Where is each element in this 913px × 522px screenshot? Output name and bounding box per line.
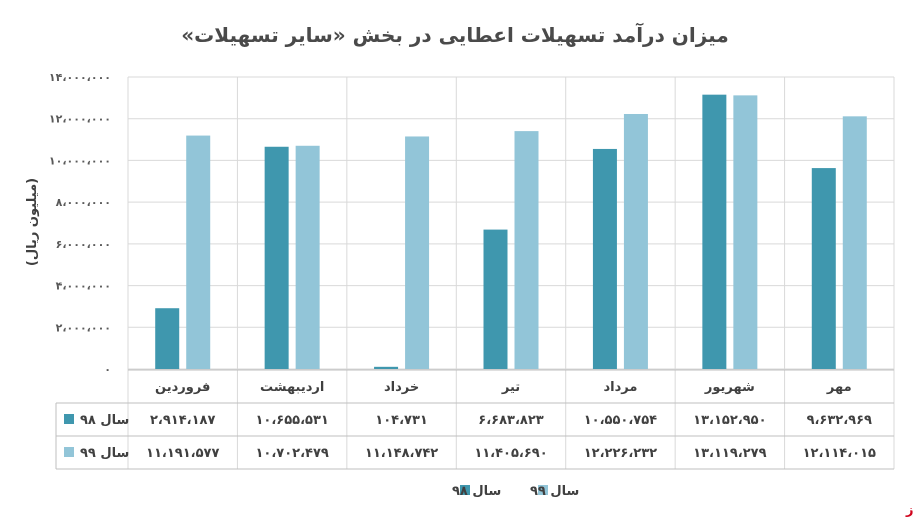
bar-series98 — [483, 229, 508, 369]
chart-title: میزان درآمد تسهیلات اعطایی در بخش «سایر … — [181, 22, 728, 47]
y-tick-label: ۴،۰۰۰،۰۰۰ — [56, 280, 111, 293]
category-label: فروردین — [155, 380, 210, 395]
legend-swatch — [538, 485, 548, 495]
y-tick-label: ۱۴،۰۰۰،۰۰۰ — [49, 71, 111, 84]
y-tick-label: ۶،۰۰۰،۰۰۰ — [56, 238, 111, 251]
bar-series99 — [514, 131, 539, 369]
data-label: ۱۱،۱۴۸،۷۴۲ — [365, 446, 438, 461]
bar-series99 — [405, 136, 430, 369]
row-legend-label: سال ۹۹ — [80, 446, 129, 461]
bar-series98 — [702, 94, 727, 369]
data-table: فروردین ۲،۹۱۴،۱۸۷ ۱۱،۱۹۱،۵۷۷ اردیبهشت ۱۰،۶۵۵… — [55, 369, 894, 470]
legend-label: سال ۹۹ — [530, 484, 579, 499]
row-legend-swatch — [64, 414, 74, 424]
legend-swatch — [460, 485, 470, 495]
data-label: ۱۰،۷۰۲،۴۷۹ — [255, 446, 328, 461]
data-label: ۱۱،۱۹۱،۵۷۷ — [146, 446, 219, 461]
data-label: ۲،۹۱۴،۱۸۷ — [150, 413, 215, 428]
data-label: ۱۰۴،۷۳۱ — [375, 413, 428, 428]
bar-series99 — [186, 135, 211, 369]
legend: سال ۹۹ سال ۹۸ — [452, 484, 579, 499]
y-tick-label: ۰ — [104, 363, 111, 376]
category-label: شهریور — [704, 380, 755, 395]
gridlines — [127, 76, 895, 469]
bar-series99 — [842, 116, 867, 369]
data-label: ۱۳،۱۵۲،۹۵۰ — [693, 413, 766, 428]
category-label: مرداد — [603, 380, 637, 395]
y-tick-label: ۱۰،۰۰۰،۰۰۰ — [49, 154, 111, 167]
bar-series99 — [733, 95, 758, 369]
y-tick-label: ۲،۰۰۰،۰۰۰ — [56, 321, 111, 334]
bar-series98 — [811, 168, 836, 369]
category-label: مهر — [826, 380, 852, 395]
bar-series98 — [155, 308, 180, 369]
category-label: تیر — [501, 380, 520, 395]
bar-series98 — [592, 148, 617, 369]
y-tick-label: ۱۲،۰۰۰،۰۰۰ — [49, 113, 111, 126]
bar-series99 — [295, 145, 320, 369]
data-label: ۱۱،۴۰۵،۶۹۰ — [474, 446, 547, 461]
bar-series98 — [264, 146, 289, 369]
legend-label: سال ۹۸ — [452, 484, 501, 499]
bar-series98 — [374, 366, 399, 369]
data-label: ۱۰،۵۵۰،۷۵۴ — [584, 413, 657, 428]
data-label: ۱۲،۲۲۶،۲۳۲ — [584, 446, 657, 461]
brand-label: بورس نیوز — [905, 503, 913, 518]
data-label: ۱۳،۱۱۹،۲۷۹ — [693, 446, 766, 461]
row-legend-label: سال ۹۸ — [80, 413, 129, 428]
row-legend-swatch — [64, 447, 74, 457]
data-label: ۱۲،۱۱۴،۰۱۵ — [803, 446, 876, 461]
data-label: ۹،۶۳۲،۹۶۹ — [807, 413, 872, 428]
y-tick-label: ۸،۰۰۰،۰۰۰ — [56, 196, 111, 209]
data-label: ۱۰،۶۵۵،۵۳۱ — [255, 413, 328, 428]
y-axis-ticks: ۰ ۲،۰۰۰،۰۰۰ ۴،۰۰۰،۰۰۰ ۶،۰۰۰،۰۰۰ ۸،۰۰۰،۰۰۰ ۱۰،… — [49, 71, 111, 376]
data-label: ۶،۶۸۳،۸۲۳ — [478, 413, 543, 428]
category-label: خرداد — [384, 380, 419, 395]
category-label: اردیبهشت — [260, 380, 324, 395]
bars — [155, 94, 867, 370]
bar-series99 — [623, 113, 648, 370]
y-axis-label: (میلیون ریال) — [25, 178, 40, 266]
